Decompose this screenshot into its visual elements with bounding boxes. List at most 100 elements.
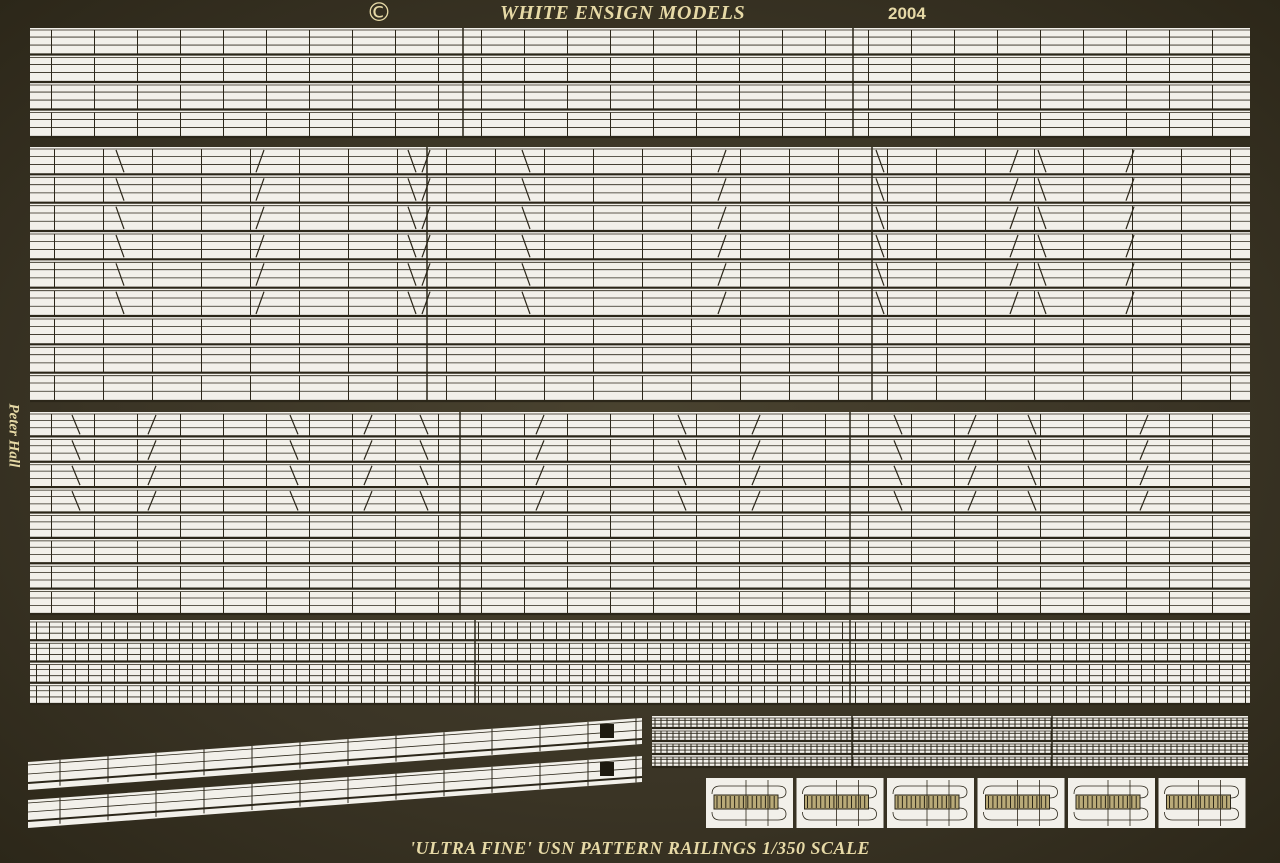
railing-block-fine-right <box>652 716 1248 769</box>
rail-line <box>421 206 431 230</box>
rail-line <box>677 414 687 435</box>
ladder-loop <box>802 785 877 821</box>
rail-line <box>1009 291 1019 315</box>
rail-line <box>875 263 885 286</box>
tab-square <box>600 762 614 776</box>
rail-line <box>289 440 299 460</box>
rail-line <box>363 440 373 460</box>
rail-line <box>677 440 687 460</box>
ladder-loop <box>892 785 968 821</box>
rail-line <box>1037 178 1047 201</box>
rail-line <box>967 490 977 511</box>
rail-line <box>1139 490 1149 511</box>
rail-line <box>115 291 125 315</box>
copyright-symbol: © <box>366 0 392 28</box>
rail-line <box>1027 465 1037 486</box>
ladder-part <box>887 778 974 828</box>
rail-line <box>407 291 417 315</box>
rail-line <box>1139 465 1149 486</box>
rail-line <box>717 149 727 173</box>
rail-line <box>893 414 903 435</box>
rail-line <box>255 206 265 230</box>
rail-line <box>1139 440 1149 460</box>
rail-line <box>1027 414 1037 435</box>
rail-line <box>255 149 265 173</box>
brand-title: WHITE ENSIGN MODELS <box>500 2 746 24</box>
rail-line <box>521 234 531 258</box>
rail-line <box>1009 149 1019 173</box>
rail-line <box>535 440 545 460</box>
ladder-part <box>977 778 1065 828</box>
rail-line <box>717 291 727 315</box>
rail-line <box>363 465 373 486</box>
etch-panel <box>30 147 1250 402</box>
rail-line <box>535 490 545 511</box>
rail-line <box>751 465 761 486</box>
rail-line <box>1009 263 1019 286</box>
ladder-loop <box>711 785 787 821</box>
rail-line <box>1009 206 1019 230</box>
rail-line <box>289 465 299 486</box>
rail-line <box>893 465 903 486</box>
rail-line <box>521 178 531 201</box>
ladder-part <box>1158 778 1246 828</box>
rail-line <box>147 440 157 460</box>
rail-line <box>1027 440 1037 460</box>
rail-line <box>1125 234 1135 258</box>
rail-line <box>677 465 687 486</box>
rail-line <box>677 490 687 511</box>
ladder-loop <box>1073 785 1149 821</box>
rail-line <box>1125 291 1135 315</box>
rail-line <box>147 465 157 486</box>
footer-caption: 'ULTRA FINE' USN PATTERN RAILINGS 1/350 … <box>410 838 870 858</box>
rail-line <box>1125 263 1135 286</box>
slanted-railing-strip <box>27 718 643 790</box>
rail-line <box>1037 149 1047 173</box>
tab-square <box>600 724 614 738</box>
rail-line <box>419 414 429 435</box>
rail-line <box>535 465 545 486</box>
rail-line <box>875 149 885 173</box>
rail-line <box>407 149 417 173</box>
rail-line <box>71 465 81 486</box>
rail-line <box>71 440 81 460</box>
rail-line <box>1037 234 1047 258</box>
rail-line <box>407 234 417 258</box>
rail-line <box>717 263 727 286</box>
rail-line <box>115 263 125 286</box>
rail-line <box>717 178 727 201</box>
rail-line <box>147 414 157 435</box>
rail-line <box>717 206 727 230</box>
ladder-part <box>1068 778 1155 828</box>
rail-line <box>1139 414 1149 435</box>
rail-line <box>289 414 299 435</box>
rail-line <box>893 440 903 460</box>
rail-line <box>419 440 429 460</box>
ladder-part <box>706 778 793 828</box>
year-label: 2004 <box>888 4 926 23</box>
rail-line <box>421 234 431 258</box>
rail-line <box>419 465 429 486</box>
rail-line <box>115 206 125 230</box>
rail-line <box>1037 291 1047 315</box>
railing-block-2 <box>30 147 1250 403</box>
signature: Peter Hall <box>5 403 22 468</box>
rail-line <box>875 291 885 315</box>
rail-line <box>967 465 977 486</box>
rail-line <box>407 206 417 230</box>
rail-line <box>521 149 531 173</box>
rail-line <box>407 178 417 201</box>
rail-line <box>71 490 81 511</box>
rail-line <box>255 234 265 258</box>
rail-line <box>521 263 531 286</box>
rail-line <box>1037 206 1047 230</box>
rail-line <box>363 414 373 435</box>
rail-line <box>1037 263 1047 286</box>
railing-block-3 <box>30 412 1250 616</box>
rail-line <box>1125 178 1135 201</box>
rail-line <box>751 414 761 435</box>
rail-line <box>521 291 531 315</box>
ladder-loop <box>983 785 1058 821</box>
rail-line <box>1027 490 1037 511</box>
